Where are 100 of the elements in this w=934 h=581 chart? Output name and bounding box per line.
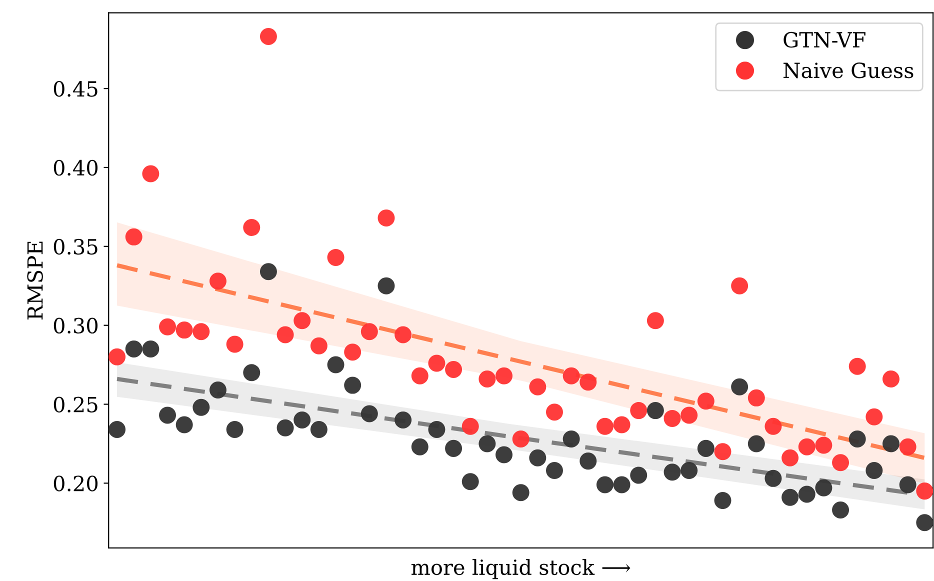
point — [529, 378, 546, 396]
point — [142, 165, 160, 182]
point — [748, 435, 765, 452]
point — [882, 435, 900, 452]
point — [360, 405, 378, 422]
point — [294, 412, 311, 429]
point — [832, 454, 850, 472]
point — [562, 430, 580, 448]
point — [209, 382, 226, 399]
point — [478, 370, 496, 388]
y-tick-label: 0.20 — [54, 476, 98, 492]
point — [276, 419, 294, 436]
point — [394, 412, 412, 429]
point — [310, 420, 328, 438]
point — [108, 348, 126, 366]
point — [496, 367, 513, 384]
point — [394, 326, 412, 344]
x-axis-title: more liquid stock ⟶ — [411, 558, 630, 580]
point — [798, 438, 816, 456]
point — [512, 484, 530, 502]
point — [142, 340, 160, 358]
point — [512, 430, 530, 448]
point — [731, 277, 748, 294]
point — [562, 367, 580, 384]
point — [294, 312, 311, 330]
point — [260, 28, 277, 45]
point — [529, 449, 546, 466]
point — [782, 488, 799, 506]
point — [462, 473, 479, 490]
point — [445, 440, 462, 457]
point — [848, 358, 866, 375]
point — [327, 356, 344, 374]
point — [815, 479, 832, 496]
y-tick-label: 0.45 — [54, 81, 98, 97]
point — [411, 438, 428, 456]
legend-label: Naive Guess — [784, 62, 914, 78]
point — [428, 354, 446, 372]
y-tick-label: 0.35 — [54, 238, 98, 255]
point — [714, 492, 732, 510]
point — [613, 416, 630, 434]
point — [664, 410, 681, 427]
point — [209, 272, 226, 290]
point — [748, 389, 765, 406]
point — [192, 398, 210, 416]
point — [680, 462, 698, 480]
point — [580, 374, 597, 391]
point — [108, 420, 126, 438]
point — [916, 514, 934, 532]
point — [226, 336, 244, 353]
point — [546, 462, 563, 480]
point — [714, 443, 732, 460]
point — [916, 482, 934, 500]
point — [176, 322, 193, 339]
point — [344, 376, 362, 394]
point — [664, 464, 681, 481]
point — [344, 344, 362, 361]
point — [360, 323, 378, 340]
point — [276, 326, 294, 344]
point — [159, 406, 176, 424]
point — [697, 392, 714, 410]
point — [680, 406, 698, 424]
point — [899, 476, 916, 494]
point — [327, 248, 344, 266]
point — [428, 420, 446, 438]
point — [125, 340, 142, 358]
point — [260, 263, 277, 280]
point — [866, 462, 883, 480]
point — [848, 430, 866, 448]
point — [243, 218, 260, 236]
point — [630, 402, 648, 420]
point — [596, 476, 614, 494]
y-axis-title: RMSPE — [27, 242, 43, 320]
point — [243, 364, 260, 382]
point — [411, 367, 428, 384]
point — [580, 452, 597, 470]
point — [764, 470, 782, 487]
point — [882, 370, 900, 388]
point — [596, 418, 614, 435]
point — [378, 209, 395, 226]
point — [462, 418, 479, 435]
point — [378, 277, 395, 294]
point — [782, 449, 799, 466]
point — [646, 402, 664, 420]
point — [125, 228, 142, 246]
point — [832, 501, 850, 519]
point — [192, 323, 210, 340]
point — [630, 466, 648, 484]
point — [899, 438, 916, 456]
point — [815, 436, 832, 454]
point — [731, 378, 748, 396]
legend-label: GTN-VF — [784, 32, 866, 48]
y-tick-label: 0.40 — [54, 160, 98, 176]
point — [445, 361, 462, 378]
point — [159, 318, 176, 336]
point — [226, 420, 244, 438]
point — [646, 312, 664, 330]
point — [546, 404, 563, 421]
point — [866, 408, 883, 426]
y-tick-label: 0.30 — [54, 318, 98, 334]
point — [310, 337, 328, 354]
